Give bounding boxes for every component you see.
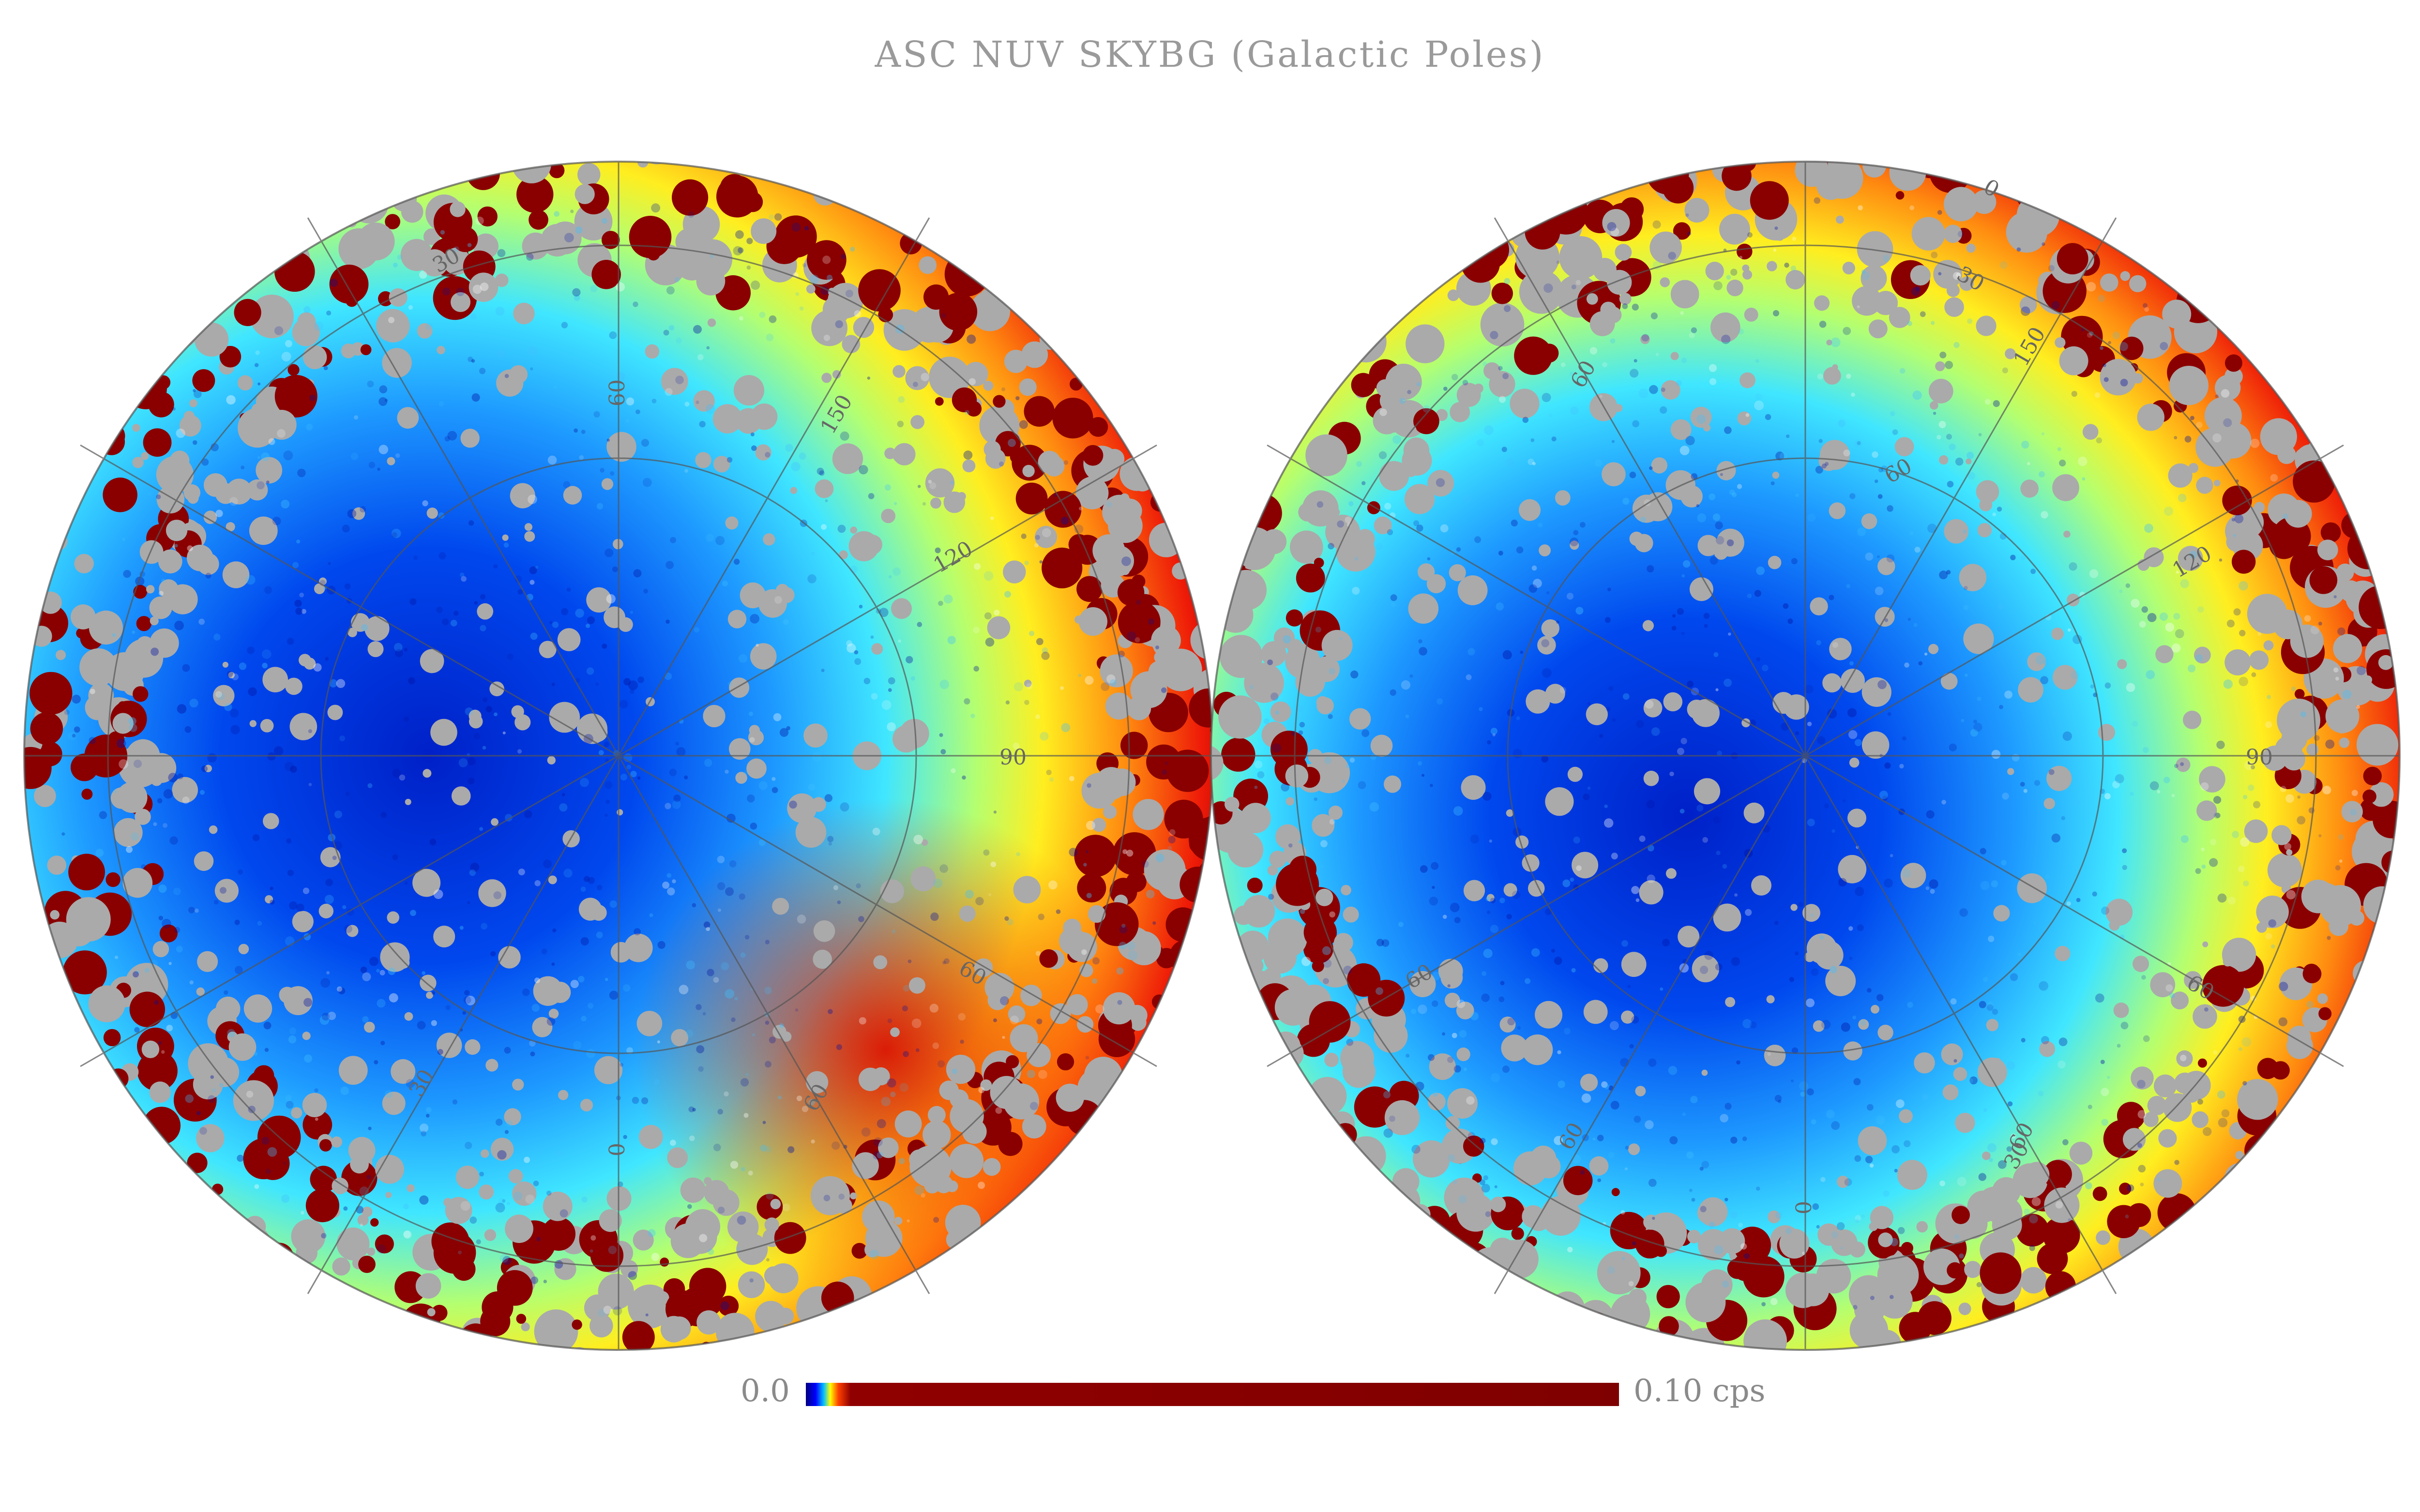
north-label-8: 60 xyxy=(605,379,630,406)
colorbar-max-label: 0.10 cps xyxy=(1634,1373,1766,1409)
south-graticule xyxy=(1210,161,2401,1351)
colorbar-min-label: 0.0 xyxy=(741,1373,790,1409)
colorbar xyxy=(806,1383,1619,1406)
south-hemisphere-map: 0 30 60 150 60 120 90 60 30 60 60 0 60 xyxy=(1210,161,2401,1351)
north-label-7: 0 xyxy=(605,1143,630,1156)
north-graticule-labels: 30 150 120 90 60 30 0 60 60 xyxy=(404,243,1027,1156)
north-label-4: 90 xyxy=(999,745,1027,770)
north-hotspot xyxy=(634,798,1137,1302)
south-label-12: 0 xyxy=(1792,1201,1816,1214)
map-title: ASC NUV SKYBG (Galactic Poles) xyxy=(875,34,1545,75)
south-no-data-patches xyxy=(1211,162,2400,1350)
north-hemisphere-map: 30 150 120 90 60 30 0 60 60 xyxy=(23,161,1214,1351)
north-graticule xyxy=(23,161,1214,1351)
south-label-7: 90 xyxy=(2246,745,2273,770)
